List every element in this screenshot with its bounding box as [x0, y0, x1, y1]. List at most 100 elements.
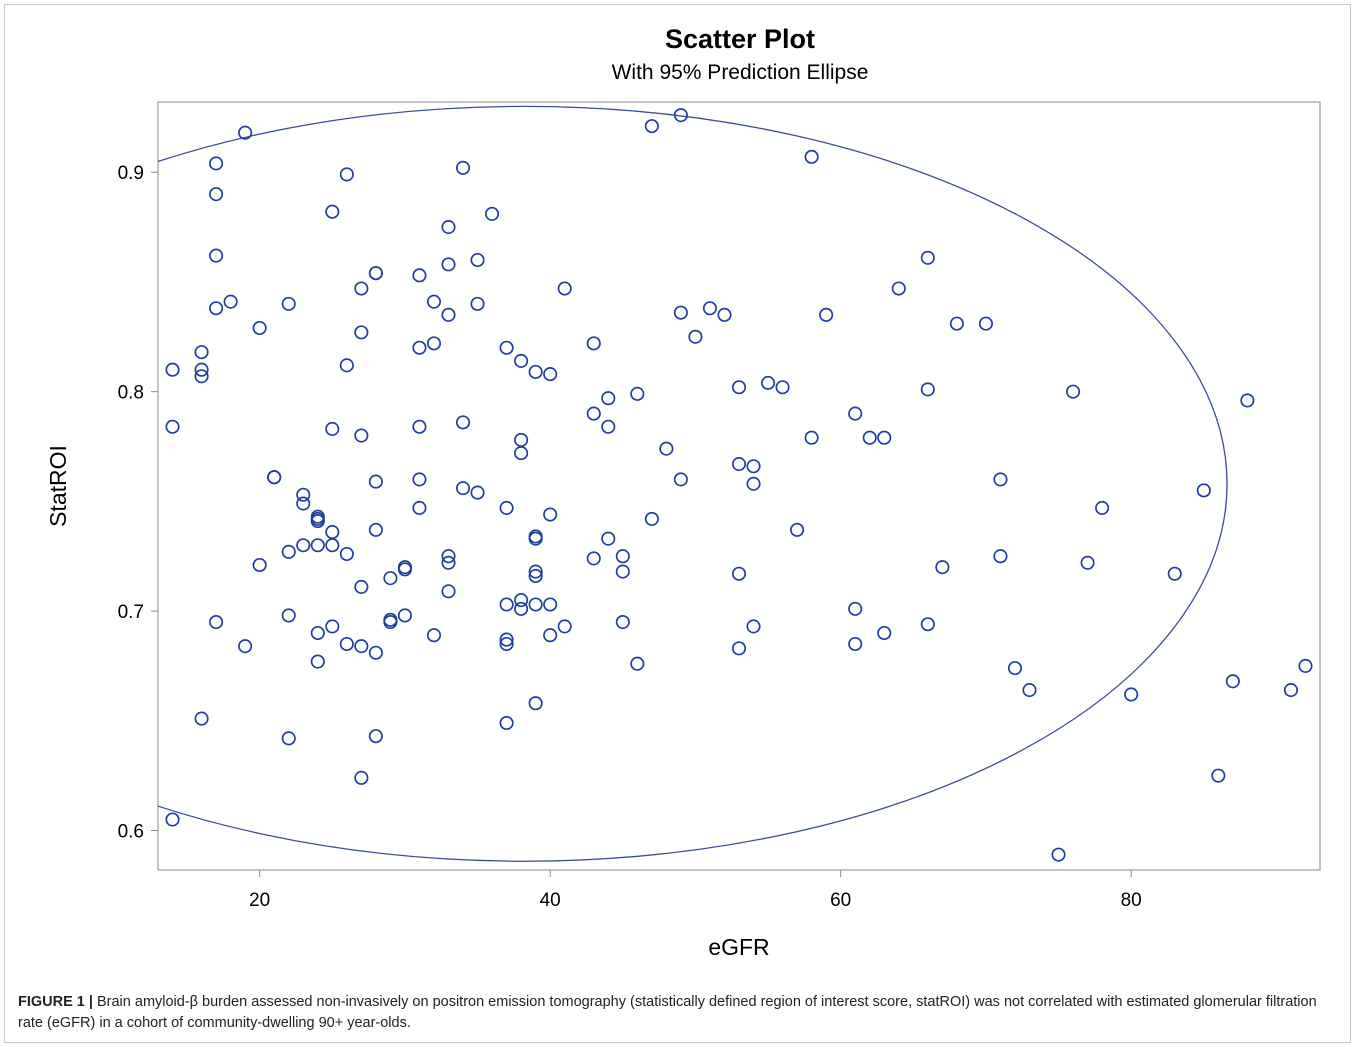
data-point	[441, 257, 456, 272]
data-point	[1051, 847, 1066, 862]
data-point	[731, 641, 747, 656]
data-point	[746, 459, 761, 474]
data-point	[426, 294, 442, 309]
data-point	[804, 430, 819, 445]
x-tick-label: 60	[830, 890, 851, 911]
data-point	[383, 612, 398, 627]
data-point	[383, 571, 398, 586]
data-point	[455, 481, 471, 496]
data-point	[325, 619, 340, 634]
data-point	[412, 268, 427, 283]
data-point	[848, 636, 863, 652]
data-point	[790, 522, 805, 537]
data-point	[223, 294, 238, 309]
data-point	[441, 307, 456, 322]
data-point	[354, 281, 369, 296]
data-point	[804, 149, 819, 164]
scatter-chart: Scatter Plot With 95% Prediction Ellipse…	[45, 24, 1321, 960]
data-point	[528, 568, 543, 584]
x-tick-label: 40	[540, 890, 561, 911]
data-point	[194, 711, 209, 726]
data-point	[601, 531, 616, 546]
figure-caption-label: FIGURE 1 |	[18, 994, 93, 1010]
data-point	[630, 656, 645, 671]
x-tick-label: 80	[1121, 890, 1142, 911]
data-point	[630, 386, 645, 401]
data-point	[688, 329, 703, 344]
data-point	[543, 367, 558, 382]
data-point	[209, 156, 224, 171]
data-point	[673, 472, 688, 487]
data-point	[891, 281, 906, 296]
data-point	[310, 511, 325, 526]
data-point	[615, 614, 630, 630]
data-point	[1066, 384, 1081, 399]
data-point	[615, 549, 630, 564]
data-point	[499, 632, 514, 647]
data-point	[760, 375, 776, 390]
figure-caption: FIGURE 1 | Brain amyloid-β burden assess…	[18, 992, 1338, 1034]
data-point	[165, 419, 180, 434]
data-point	[514, 353, 529, 368]
plot-area-frame	[157, 101, 1321, 871]
data-point	[499, 597, 514, 612]
data-point	[441, 555, 456, 570]
data-point	[746, 619, 761, 634]
data-point	[325, 538, 340, 553]
data-point	[238, 639, 253, 654]
data-point	[325, 204, 340, 219]
data-point	[935, 560, 950, 575]
data-point	[514, 593, 529, 608]
data-point	[412, 500, 427, 515]
data-point	[310, 625, 325, 641]
data-point	[368, 474, 383, 489]
data-point	[1211, 768, 1226, 783]
data-point	[1283, 683, 1298, 698]
data-point	[354, 428, 369, 443]
data-point	[586, 336, 601, 351]
data-point	[862, 430, 877, 445]
data-point	[499, 715, 514, 731]
data-point	[499, 340, 514, 355]
data-point	[325, 525, 340, 540]
prediction-ellipse	[158, 105, 1228, 862]
data-point	[194, 362, 209, 377]
data-point	[354, 770, 369, 785]
data-point	[543, 507, 558, 522]
data-point	[949, 316, 964, 331]
data-point	[485, 206, 500, 221]
data-point	[339, 167, 354, 182]
data-point	[339, 636, 354, 652]
data-point	[252, 320, 267, 336]
data-point	[426, 336, 442, 351]
data-point	[920, 617, 935, 632]
data-point	[731, 566, 747, 581]
data-point	[281, 296, 296, 311]
data-point	[1196, 483, 1211, 498]
data-point	[877, 430, 892, 445]
data-point	[310, 538, 325, 553]
data-point	[702, 301, 717, 316]
data-point	[281, 608, 296, 623]
data-point	[165, 812, 180, 827]
data-point	[339, 358, 354, 373]
data-point	[209, 614, 224, 630]
data-point	[586, 551, 601, 566]
data-point	[1080, 555, 1095, 570]
data-point	[455, 160, 471, 175]
data-point	[412, 419, 427, 434]
y-tick-label: 0.7	[118, 602, 144, 623]
data-point	[673, 305, 688, 320]
x-axis-label: eGFR	[708, 934, 769, 960]
data-point	[775, 380, 790, 395]
data-point	[267, 470, 282, 485]
data-point	[310, 654, 325, 669]
data-point	[717, 307, 732, 322]
data-point	[557, 281, 572, 296]
data-point	[441, 549, 456, 564]
data-point	[238, 125, 253, 140]
data-point	[354, 639, 369, 654]
data-point	[209, 248, 224, 263]
data-point	[281, 731, 296, 746]
data-point	[1007, 661, 1023, 676]
